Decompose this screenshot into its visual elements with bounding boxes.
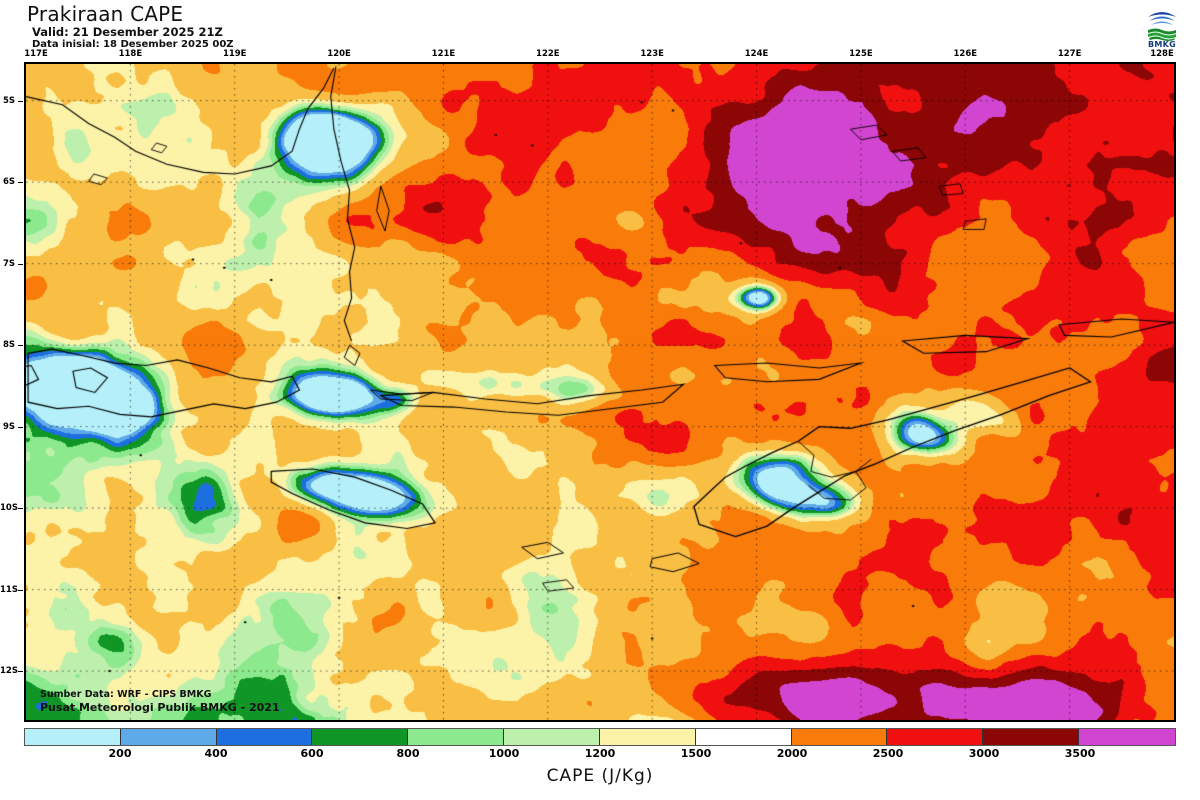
- lat-tick-mark: [18, 671, 23, 673]
- lat-tick-label: 10S: [0, 503, 18, 514]
- lat-tick-mark: [18, 508, 23, 510]
- lat-tick-mark: [18, 345, 23, 347]
- lon-tick-label: 118E: [118, 49, 143, 59]
- lon-tick-label: 122E: [536, 49, 560, 59]
- lat-tick-mark: [18, 182, 23, 184]
- credits-block: Sumber Data: WRF - CIPS BMKG Pusat Meteo…: [40, 689, 280, 714]
- lon-tick-label: 120E: [327, 49, 351, 59]
- colorbar-segments: [24, 728, 1176, 746]
- lon-tick-label: 117E: [24, 49, 48, 59]
- lat-tick-label: 11S: [0, 584, 18, 595]
- colorbar-segment: [696, 729, 792, 745]
- colorbar-tick-label: 800: [396, 747, 420, 760]
- lon-tick-label: 123E: [640, 49, 664, 59]
- colorbar-tick-label: 3000: [968, 747, 1000, 760]
- valid-time-label: Valid: 21 Desember 2025 21Z: [32, 25, 223, 39]
- initial-data-label: Data inisial: 18 Desember 2025 00Z: [32, 39, 234, 50]
- lon-tick-label: 119E: [222, 49, 247, 59]
- colorbar-tick-label: 1500: [680, 747, 712, 760]
- lat-tick-label: 5S: [2, 95, 15, 106]
- lon-tick-label: 121E: [431, 49, 456, 59]
- lon-tick-label: 125E: [849, 49, 873, 59]
- colorbar-tick-label: 3500: [1064, 747, 1096, 760]
- colorbar-segment: [25, 729, 121, 745]
- bmkg-logo-label: BMKG: [1147, 40, 1177, 49]
- colorbar-segment: [1079, 729, 1175, 745]
- colorbar-segment: [120, 729, 217, 745]
- lon-tick-label: 126E: [953, 49, 978, 59]
- lon-tick-label: 128E: [1150, 49, 1174, 59]
- cape-contour-field: [26, 64, 1174, 720]
- lat-tick-label: 7S: [2, 258, 15, 269]
- colorbar-segment: [599, 729, 696, 745]
- page-title: Prakiraan CAPE: [27, 2, 184, 26]
- lat-tick-label: 12S: [0, 666, 18, 677]
- lon-tick-label: 127E: [1057, 49, 1082, 59]
- cape-map[interactable]: Sumber Data: WRF - CIPS BMKG Pusat Meteo…: [24, 62, 1176, 722]
- colorbar-tick-label: 400: [204, 747, 228, 760]
- lat-tick-label: 8S: [2, 340, 15, 351]
- colorbar-tick-label: 1200: [584, 747, 616, 760]
- publisher-label: Pusat Meteorologi Publik BMKG - 2021: [40, 701, 280, 714]
- colorbar-segment: [504, 729, 600, 745]
- colorbar-tick-label: 200: [108, 747, 132, 760]
- bmkg-logo-icon: [1140, 4, 1184, 48]
- colorbar-segment: [983, 729, 1080, 745]
- colorbar[interactable]: 200 400 600 800 1000 1200 1500 2000 2500 3000 3500: [24, 728, 1176, 760]
- colorbar-tick-label: 2000: [776, 747, 808, 760]
- lat-tick-mark: [18, 426, 23, 428]
- colorbar-tick-label: 600: [300, 747, 324, 760]
- lat-tick-label: 6S: [2, 177, 15, 188]
- lat-tick-mark: [18, 263, 23, 265]
- colorbar-segment: [887, 729, 984, 745]
- lat-tick-label: 9S: [2, 421, 15, 432]
- colorbar-title: CAPE (J/Kg): [546, 766, 654, 786]
- colorbar-tick-label: 2500: [872, 747, 904, 760]
- lat-tick-mark: [18, 589, 23, 591]
- colorbar-segment: [791, 729, 888, 745]
- colorbar-tick-label: 1000: [488, 747, 520, 760]
- colorbar-segment: [312, 729, 409, 745]
- lat-tick-mark: [18, 100, 23, 102]
- map-header: Prakiraan CAPE Valid: 21 Desember 2025 2…: [0, 0, 1200, 50]
- lon-tick-label: 124E: [744, 49, 769, 59]
- colorbar-segment: [408, 729, 505, 745]
- colorbar-segment: [216, 729, 313, 745]
- data-source-label: Sumber Data: WRF - CIPS BMKG: [40, 689, 212, 700]
